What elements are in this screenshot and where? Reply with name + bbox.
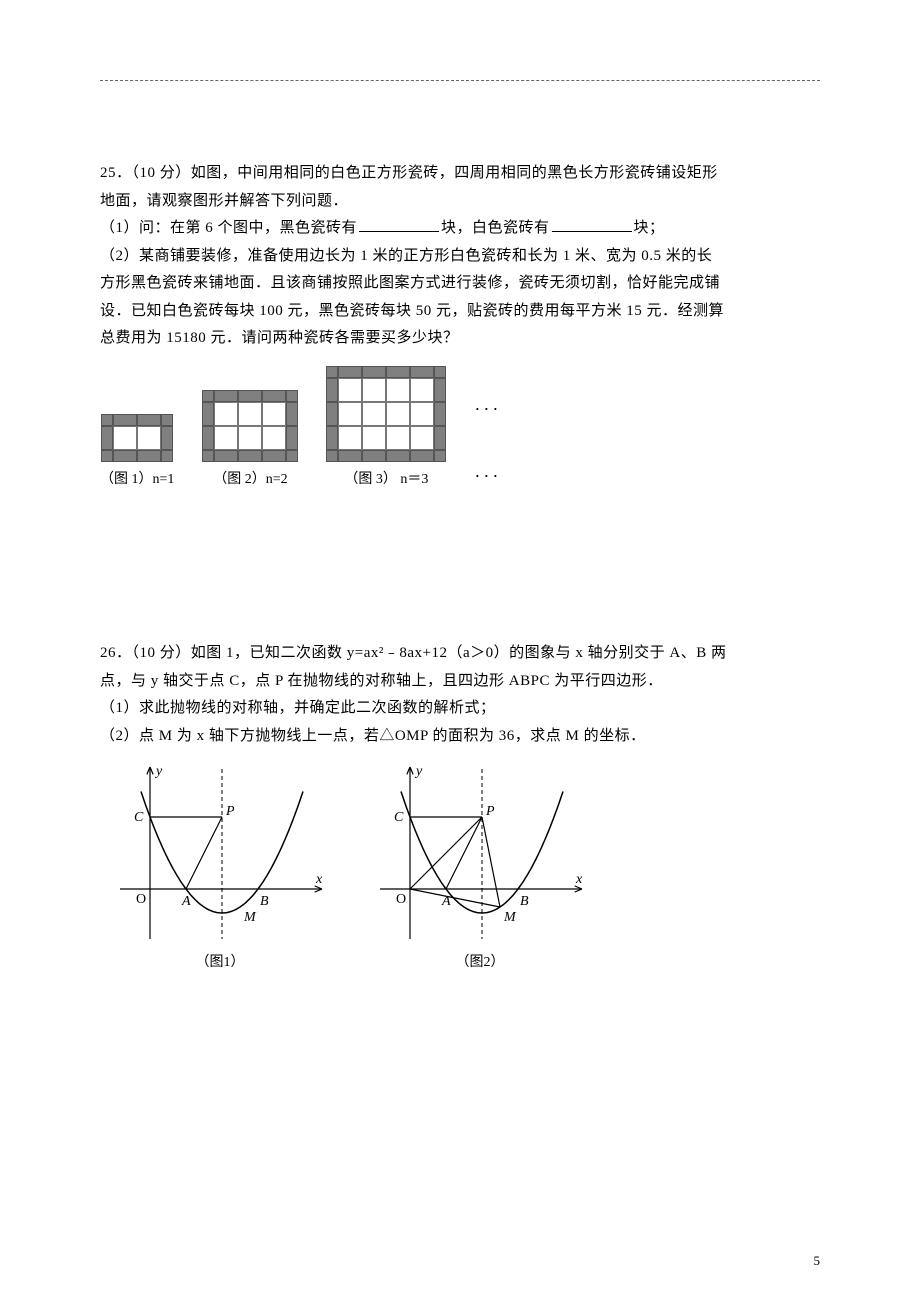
spacer xyxy=(100,531,820,641)
tile-figure-dots: ······ xyxy=(474,394,501,491)
blank-white-tiles xyxy=(552,216,632,232)
p25-intro-line: 地面，请观察图形并解答下列问题． xyxy=(100,189,820,215)
page-number: 5 xyxy=(814,1250,821,1272)
tile-figure-caption: （图 1）n=1 xyxy=(100,468,174,492)
problem-26: 26．（10 分）如图 1，已知二次函数 y=ax²﹣8ax+12（a＞0）的图… xyxy=(100,641,820,975)
svg-text:O: O xyxy=(396,892,406,907)
tile-figure-caption: （图 2）n=2 xyxy=(213,468,287,492)
svg-text:C: C xyxy=(394,810,404,825)
svg-text:P: P xyxy=(225,804,235,819)
header-dashed-line xyxy=(100,80,820,81)
svg-text:C: C xyxy=(134,810,144,825)
p26-figure-1: y x O C P A B M （图1） xyxy=(110,759,330,975)
p26-figures: y x O C P A B M （图1） y x O C P A B M （图2… xyxy=(110,759,820,975)
p26-figure-1-caption: （图1） xyxy=(196,951,245,975)
svg-text:O: O xyxy=(136,892,146,907)
p25-part1-pre: （1）问：在第 6 个图中，黑色瓷砖有 xyxy=(100,220,357,236)
tile-figure-n3: （图 3） n＝3 xyxy=(326,366,446,492)
page: 25．（10 分）如图，中间用相同的白色正方形瓷砖，四周用相同的黑色长方形瓷砖铺… xyxy=(0,0,920,1302)
p26-part1: （1）求此抛物线的对称轴，并确定此二次函数的解析式； xyxy=(100,696,820,722)
problem-25: 25．（10 分）如图，中间用相同的白色正方形瓷砖，四周用相同的黑色长方形瓷砖铺… xyxy=(100,161,820,491)
svg-text:A: A xyxy=(181,894,191,909)
p25-part1-mid: 块，白色瓷砖有 xyxy=(441,220,550,236)
p26-figure-2-caption: （图2） xyxy=(456,951,505,975)
p25-part1-post: 块； xyxy=(634,220,665,236)
svg-text:A: A xyxy=(441,894,451,909)
p26-part2: （2）点 M 为 x 轴下方抛物线上一点，若△OMP 的面积为 36，求点 M … xyxy=(100,724,820,750)
p25-part2-line: 设．已知白色瓷砖每块 100 元，黑色瓷砖每块 50 元，贴瓷砖的费用每平方米 … xyxy=(100,299,820,325)
svg-text:x: x xyxy=(575,872,583,887)
p25-part2-line: 总费用为 15180 元．请问两种瓷砖各需要买多少块？ xyxy=(100,326,820,352)
svg-text:M: M xyxy=(503,910,517,925)
tile-figure-caption: （图 3） n＝3 xyxy=(344,468,428,492)
svg-text:y: y xyxy=(154,764,163,779)
svg-text:M: M xyxy=(243,910,257,925)
svg-text:B: B xyxy=(260,894,269,909)
svg-text:P: P xyxy=(485,804,495,819)
tile-figure-n2: （图 2）n=2 xyxy=(202,390,298,492)
p25-figures: （图 1）n=1 （图 2）n=2 （图 3） n＝3 ······ xyxy=(100,366,820,492)
p26-intro-line: 点，与 y 轴交于点 C，点 P 在抛物线的对称轴上，且四边形 ABPC 为平行… xyxy=(100,669,820,695)
p26-figure-2: y x O C P A B M （图2） xyxy=(370,759,590,975)
tile-frame xyxy=(202,390,298,462)
blank-black-tiles xyxy=(359,216,439,232)
p25-part1: （1）问：在第 6 个图中，黑色瓷砖有 块，白色瓷砖有 块； xyxy=(100,216,820,242)
p25-part2-line: 方形黑色瓷砖来铺地面．且该商铺按照此图案方式进行装修，瓷砖无须切割，恰好能完成铺 xyxy=(100,271,820,297)
svg-text:B: B xyxy=(520,894,529,909)
svg-text:y: y xyxy=(414,764,423,779)
tile-frame xyxy=(326,366,446,462)
tile-frame xyxy=(101,414,173,462)
svg-text:x: x xyxy=(315,872,323,887)
p25-part2-line: （2）某商铺要装修，准备使用边长为 1 米的正方形白色瓷砖和长为 1 米、宽为 … xyxy=(100,244,820,270)
tile-figure-n1: （图 1）n=1 xyxy=(100,414,174,492)
p26-intro-line: 26．（10 分）如图 1，已知二次函数 y=ax²﹣8ax+12（a＞0）的图… xyxy=(100,641,820,667)
p25-intro-line: 25．（10 分）如图，中间用相同的白色正方形瓷砖，四周用相同的黑色长方形瓷砖铺… xyxy=(100,161,820,187)
